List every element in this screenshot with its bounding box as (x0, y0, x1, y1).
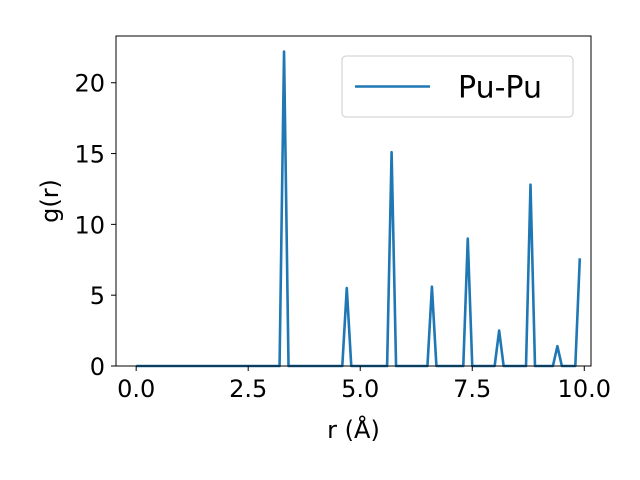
legend-label: Pu-Pu (458, 71, 542, 106)
y-tick-label: 15 (74, 141, 105, 169)
x-tick-label: 10.0 (558, 375, 611, 403)
y-tick-label: 5 (90, 282, 105, 310)
x-tick-label: 7.5 (453, 375, 491, 403)
x-axis-label: r (Å) (327, 415, 380, 444)
y-tick-label: 10 (74, 211, 105, 239)
x-tick-label: 2.5 (229, 375, 267, 403)
y-axis-label: g(r) (36, 179, 64, 223)
x-tick-label: 0.0 (117, 375, 155, 403)
plot-frame (115, 35, 592, 367)
legend: Pu-Pu (341, 55, 574, 118)
y-tick-label: 0 (90, 353, 105, 381)
x-tick-label: 5.0 (341, 375, 379, 403)
axes-layer: 0.0 2.5 5.0 7.5 10.0 0 5 10 15 20 r (Å) g(r) (36, 35, 611, 444)
y-tick-label: 20 (74, 70, 105, 98)
legend-box (341, 55, 574, 118)
